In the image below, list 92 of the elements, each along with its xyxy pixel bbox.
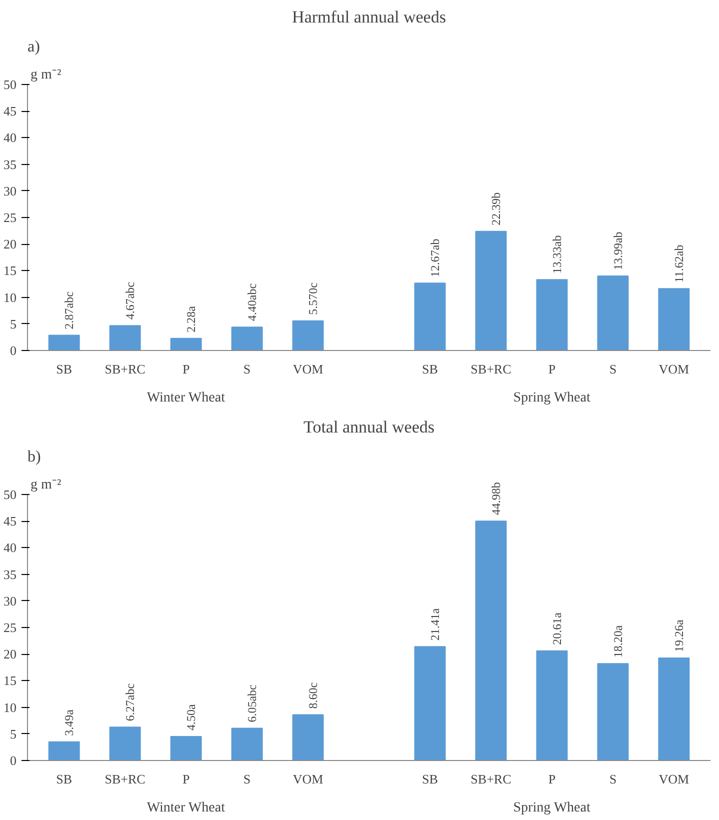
data-label: 2.87abc <box>62 292 76 330</box>
data-label: 11.62ab <box>672 244 686 283</box>
x-tick-label: P <box>548 362 556 376</box>
y-tick-label: 50 <box>4 76 16 92</box>
y-tick-label: 50 <box>4 486 16 502</box>
data-label: 12.67ab <box>428 238 442 278</box>
bar <box>170 736 202 760</box>
y-tick-label: 5 <box>10 316 16 332</box>
data-label: 3.49a <box>62 708 76 736</box>
bar <box>231 326 263 350</box>
x-tick-label: S <box>609 362 617 376</box>
bar <box>292 320 324 350</box>
x-tick-label: P <box>548 772 556 786</box>
bar <box>292 714 324 760</box>
y-tick-label: 25 <box>4 210 16 225</box>
chart-title: Harmful annual weeds <box>292 8 446 26</box>
bar <box>170 338 202 350</box>
bar <box>109 726 141 760</box>
x-tick-label: SB <box>56 772 72 786</box>
x-tick-label: P <box>182 362 190 376</box>
y-tick-label: 35 <box>4 156 16 172</box>
x-tick-label: P <box>182 772 190 786</box>
data-label: 6.05abc <box>245 684 260 722</box>
bar <box>658 288 690 350</box>
data-label: 5.570c <box>306 282 320 315</box>
bar <box>48 741 80 760</box>
x-tick-label: VOM <box>292 362 324 376</box>
x-tick-label: S <box>243 772 251 786</box>
bar <box>48 334 80 350</box>
y-tick-label: 40 <box>4 130 16 146</box>
chart-title: Total annual weeds <box>304 418 435 436</box>
y-axis-title: g m⁻² <box>30 67 62 82</box>
y-tick-label: 40 <box>4 540 16 556</box>
data-label: 21.41a <box>428 608 442 641</box>
y-tick-label: 35 <box>4 566 16 582</box>
bar <box>597 276 629 350</box>
y-tick-label: 45 <box>4 104 16 119</box>
x-tick-label: VOM <box>658 362 690 376</box>
x-tick-label: SB+RC <box>470 362 512 376</box>
bar <box>597 663 629 760</box>
y-tick-label: 20 <box>4 646 16 662</box>
data-label: 4.50a <box>184 704 198 731</box>
x-tick-label: SB <box>56 362 72 376</box>
data-label: 13.33ab <box>550 235 564 274</box>
data-label: 20.61a <box>550 612 564 645</box>
text: Winter Wheat <box>146 390 226 406</box>
bar <box>414 646 446 760</box>
data-label: 8.60c <box>306 682 320 709</box>
data-label: 19.26a <box>672 619 686 652</box>
x-tick-label: SB+RC <box>470 772 512 786</box>
text: Winter Wheat <box>146 800 226 816</box>
y-tick-label: 20 <box>4 236 16 252</box>
y-tick-label: 45 <box>4 514 16 529</box>
data-label: 22.39b <box>488 192 503 226</box>
text: a) <box>28 38 40 56</box>
x-tick-label: VOM <box>292 772 324 786</box>
x-tick-label: SB <box>422 362 438 376</box>
text: b) <box>28 448 41 466</box>
x-tick-label: SB <box>422 772 438 786</box>
bar <box>414 282 446 350</box>
x-tick-label: S <box>609 772 617 786</box>
y-tick-label: 0 <box>10 343 16 358</box>
y-axis-title: g m⁻² <box>30 477 62 492</box>
y-tick-label: 30 <box>4 183 16 198</box>
y-tick-label: 10 <box>4 290 16 305</box>
data-label: 4.67abc <box>123 282 138 320</box>
bar <box>536 650 568 760</box>
bar <box>475 520 507 760</box>
data-label: 44.98b <box>488 482 503 516</box>
y-tick-label: 30 <box>4 593 16 608</box>
bar <box>658 658 690 760</box>
y-tick-label: 25 <box>4 620 16 635</box>
data-label: 2.28a <box>184 305 198 332</box>
x-tick-label: SB+RC <box>104 362 146 376</box>
text: Spring Wheat <box>513 800 590 816</box>
x-tick-label: VOM <box>658 772 690 786</box>
data-label: 13.99ab <box>610 232 625 270</box>
data-label: 6.27abc <box>123 683 138 722</box>
y-tick-label: 15 <box>4 673 16 688</box>
data-label: 18.20a <box>610 624 625 658</box>
bar <box>475 230 507 350</box>
y-tick-label: 15 <box>4 263 16 278</box>
data-label: 4.40abc <box>245 283 260 322</box>
x-tick-label: SB+RC <box>104 772 146 786</box>
bar <box>231 728 263 760</box>
bar <box>536 279 568 350</box>
x-tick-label: S <box>243 362 251 376</box>
y-tick-label: 0 <box>10 753 16 768</box>
bar <box>109 325 141 350</box>
y-tick-label: 5 <box>10 726 16 742</box>
text: Spring Wheat <box>513 390 590 406</box>
y-tick-label: 10 <box>4 700 16 715</box>
